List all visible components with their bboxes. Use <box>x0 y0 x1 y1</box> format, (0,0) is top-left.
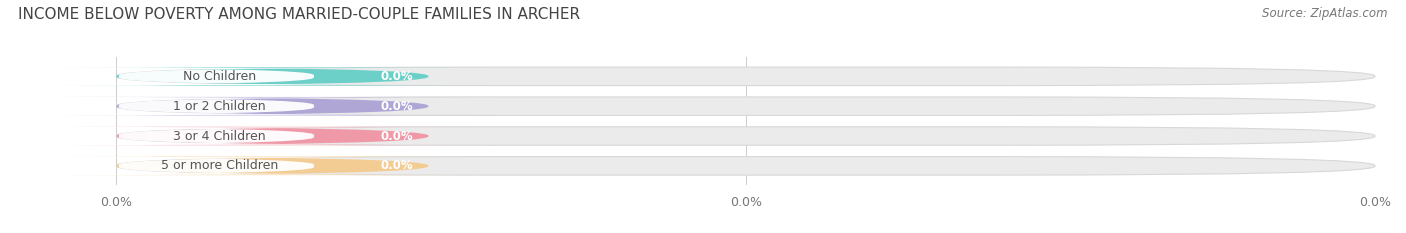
Text: 0.0%: 0.0% <box>381 159 413 172</box>
FancyBboxPatch shape <box>0 98 433 115</box>
FancyBboxPatch shape <box>117 67 1375 86</box>
FancyBboxPatch shape <box>0 157 433 175</box>
FancyBboxPatch shape <box>117 97 1375 115</box>
FancyBboxPatch shape <box>51 127 494 145</box>
Text: 1 or 2 Children: 1 or 2 Children <box>173 100 266 113</box>
FancyBboxPatch shape <box>117 157 1375 175</box>
Text: INCOME BELOW POVERTY AMONG MARRIED-COUPLE FAMILIES IN ARCHER: INCOME BELOW POVERTY AMONG MARRIED-COUPL… <box>18 7 581 22</box>
Text: No Children: No Children <box>183 70 256 83</box>
FancyBboxPatch shape <box>0 68 433 85</box>
Text: Source: ZipAtlas.com: Source: ZipAtlas.com <box>1263 7 1388 20</box>
Text: 0.0%: 0.0% <box>381 130 413 143</box>
FancyBboxPatch shape <box>51 67 494 86</box>
FancyBboxPatch shape <box>117 127 1375 145</box>
Text: 5 or more Children: 5 or more Children <box>160 159 278 172</box>
FancyBboxPatch shape <box>51 157 494 175</box>
Text: 3 or 4 Children: 3 or 4 Children <box>173 130 266 143</box>
Text: 0.0%: 0.0% <box>381 100 413 113</box>
Text: 0.0%: 0.0% <box>381 70 413 83</box>
FancyBboxPatch shape <box>51 97 494 115</box>
FancyBboxPatch shape <box>0 127 433 145</box>
